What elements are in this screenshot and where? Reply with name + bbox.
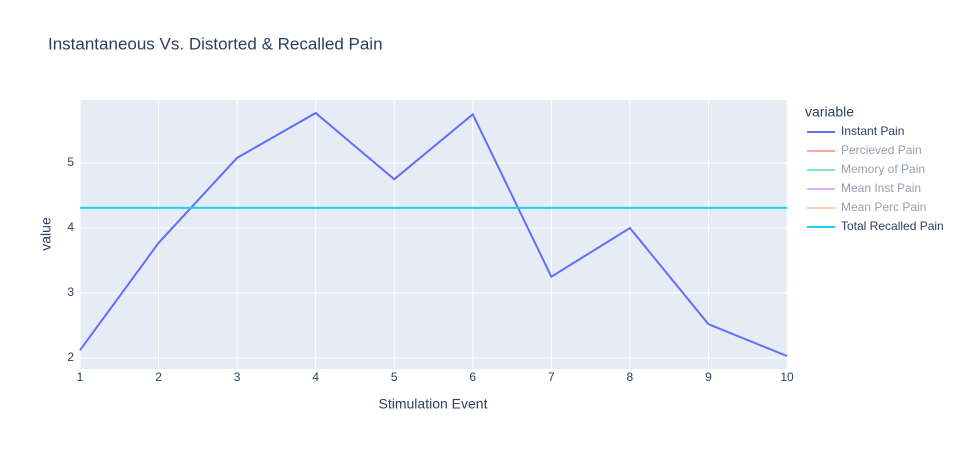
x-tick-label: 6: [469, 370, 476, 384]
legend-label: Mean Perc Pain: [841, 200, 926, 214]
x-tick-label: 8: [627, 370, 634, 384]
chart-title: Instantaneous Vs. Distorted & Recalled P…: [48, 34, 383, 53]
x-tick-label: 1: [77, 370, 84, 384]
x-tick-label: 5: [391, 370, 398, 384]
y-tick-label: 5: [67, 155, 74, 169]
x-axis-label: Stimulation Event: [379, 396, 488, 412]
x-tick-label: 4: [312, 370, 319, 384]
legend-label: Instant Pain: [841, 124, 904, 138]
x-tick-label: 2: [155, 370, 162, 384]
legend-label: Memory of Pain: [841, 162, 925, 176]
y-axis-label: value: [38, 217, 54, 251]
legend-title: variable: [805, 104, 854, 120]
series-line: [79, 111, 788, 357]
x-tick-label: 3: [234, 370, 241, 384]
y-tick-label: 3: [67, 285, 74, 299]
legend-label: Mean Inst Pain: [841, 181, 921, 195]
x-tick-label: 9: [705, 370, 712, 384]
x-tick-label: 7: [548, 370, 555, 384]
x-tick-label: 10: [780, 370, 794, 384]
legend-label: Percieved Pain: [841, 143, 922, 157]
y-tick-label: 4: [67, 220, 74, 234]
y-tick-label: 2: [67, 350, 74, 364]
plot-area: [80, 100, 787, 369]
legend-label: Total Recalled Pain: [841, 219, 944, 233]
